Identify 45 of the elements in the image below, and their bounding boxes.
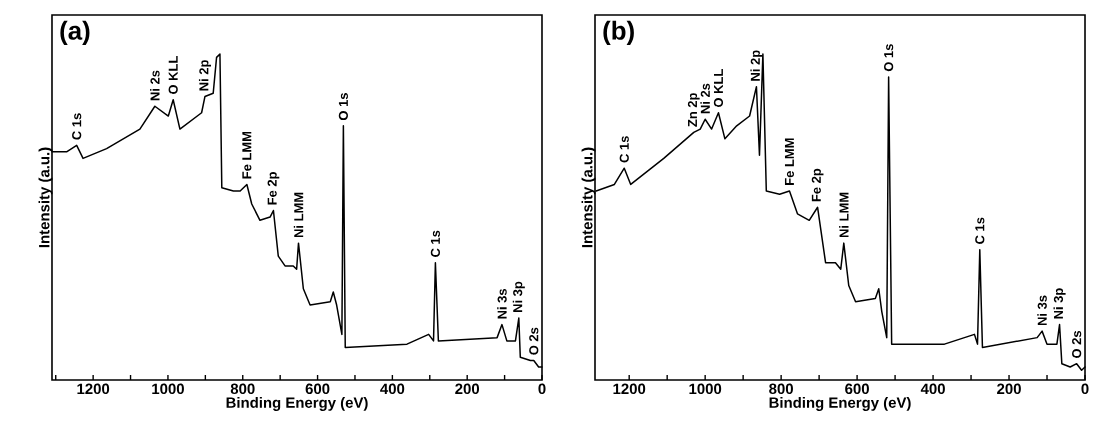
annotation: Fe LMM — [784, 138, 794, 185]
annotation: C 1s — [619, 136, 629, 163]
annotation: O 2s — [1072, 330, 1082, 358]
annotation: O 2s — [529, 327, 539, 355]
annotation: O 1s — [884, 44, 894, 72]
annotation: Ni 2p — [198, 60, 212, 91]
x-tick-label: 0 — [538, 383, 546, 395]
x-tick-label: 200 — [997, 383, 1021, 395]
annotation: Fe 2p — [811, 168, 824, 202]
annotation: O 1s — [338, 93, 348, 121]
x-axis-title: Binding Energy (eV) — [226, 396, 368, 411]
x-tick-label: 1200 — [613, 383, 646, 395]
x-tick-label: 400 — [920, 383, 945, 395]
x-tick-label: 1200 — [77, 383, 110, 395]
annotation: Ni 2s — [700, 83, 710, 114]
annotation: C 1s — [72, 113, 82, 140]
annotation: C 1s — [430, 230, 440, 257]
x-tick-label: 1000 — [689, 383, 722, 395]
x-tick-label: 200 — [455, 383, 480, 395]
annotation: C 1s — [975, 217, 985, 244]
annotation: Ni 3s — [1037, 295, 1047, 326]
x-axis-title: Binding Energy (eV) — [769, 396, 911, 411]
x-tick-label: 600 — [305, 383, 330, 395]
y-axis-title: Intensity (a.u.) — [581, 147, 596, 248]
annotation: Ni 3s — [497, 288, 507, 319]
annotation: Ni LMM — [839, 192, 849, 238]
y-axis-title: Intensity (a.u.) — [38, 147, 53, 248]
annotation: Ni 2s — [150, 70, 160, 101]
annotation: O KLL — [713, 69, 724, 108]
annotation: Ni LMM — [293, 192, 304, 238]
annotation: Ni 2p — [750, 50, 763, 81]
annotation: Ni 3p — [512, 281, 525, 313]
x-tick-label: 800 — [769, 383, 793, 395]
x-tick-label: 600 — [845, 383, 869, 395]
x-tick-label: 0 — [1081, 383, 1089, 395]
annotation: Fe 2p — [267, 172, 280, 205]
annotation: Ni 3p — [1053, 288, 1066, 319]
annotation: Fe LMM — [242, 131, 252, 179]
annotation: O KLL — [168, 56, 178, 94]
x-tick-label: 800 — [230, 383, 255, 395]
x-tick-label: 1000 — [152, 383, 184, 395]
x-tick-label: 400 — [380, 383, 405, 395]
chart-title: (b) — [603, 20, 634, 45]
annotation: Zn 2p — [687, 93, 700, 127]
chart-title: (a) — [60, 20, 90, 45]
